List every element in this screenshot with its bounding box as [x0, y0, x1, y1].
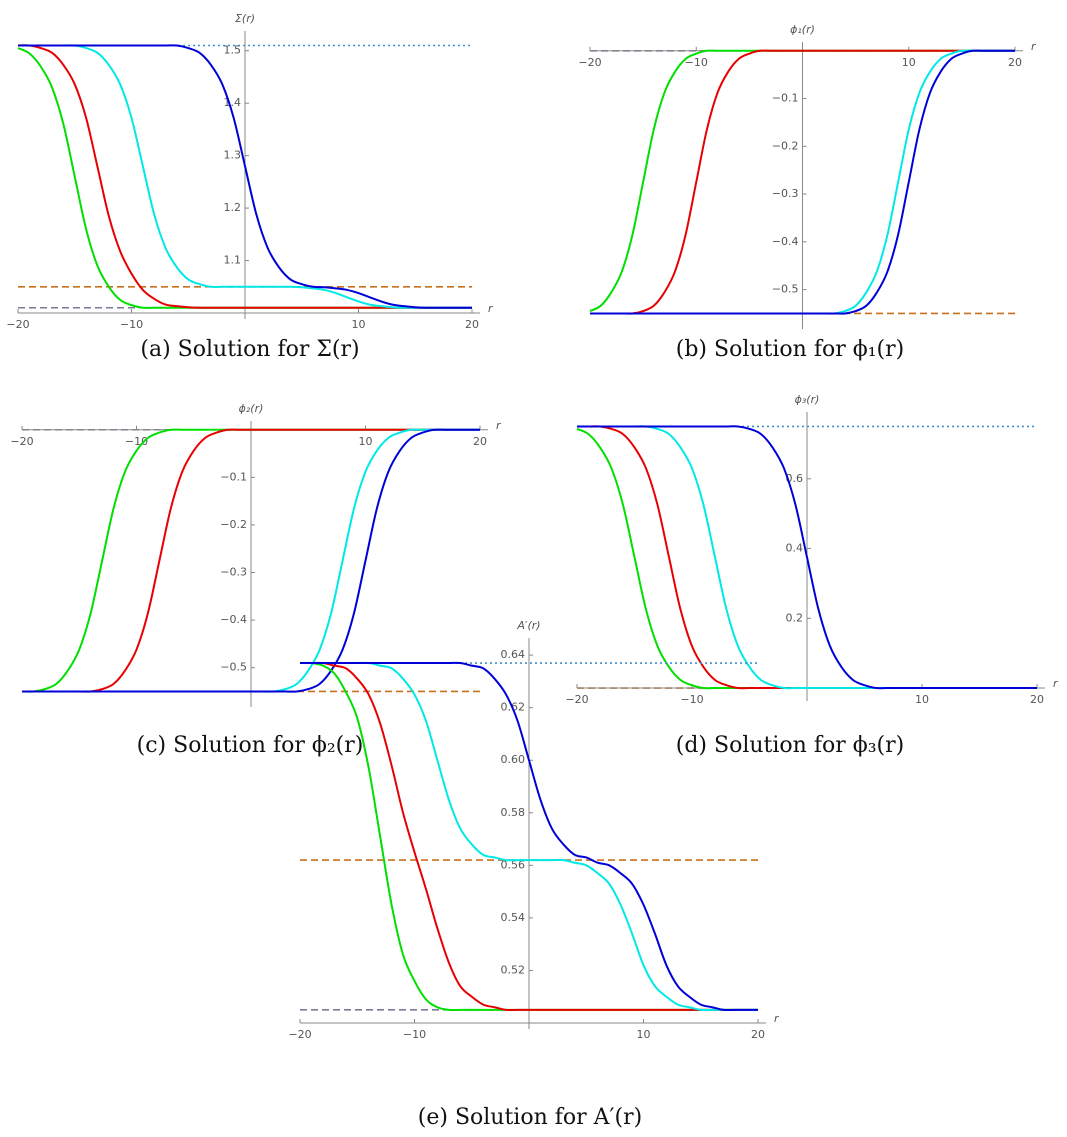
x-tick-label: 10: [902, 56, 916, 69]
x-axis-label: r: [496, 419, 502, 432]
y-tick-label: 1.4: [224, 96, 242, 109]
x-axis-label: r: [1053, 677, 1059, 690]
y-axis-label: ϕ₃(r): [795, 393, 820, 406]
caption: (e) Solution for A′(r): [418, 1105, 642, 1130]
y-tick-label: −0.1: [220, 470, 247, 483]
x-tick-label: −20: [578, 56, 601, 69]
x-tick-label: 20: [1008, 56, 1022, 69]
series-line: [17, 44, 472, 309]
y-tick-label: 1.3: [224, 149, 242, 162]
y-tick-label: 0.56: [501, 858, 526, 871]
series-line: [576, 425, 1037, 690]
y-tick-label: −0.5: [772, 283, 799, 296]
x-tick-label: −10: [120, 318, 143, 331]
y-tick-label: 0.64: [501, 648, 526, 661]
y-tick-label: 0.2: [786, 611, 804, 624]
y-tick-label: 0.58: [501, 806, 526, 819]
series-line: [21, 428, 480, 693]
y-tick-label: −0.5: [220, 661, 247, 674]
y-axis-label: ϕ₁(r): [790, 23, 815, 36]
series-line: [299, 661, 758, 1012]
y-tick-label: 0.6: [786, 472, 804, 485]
y-tick-label: −0.2: [220, 518, 247, 531]
series-line: [299, 661, 758, 1012]
series-line: [589, 49, 1015, 315]
x-tick-label: 20: [465, 318, 479, 331]
y-tick-label: 1.2: [224, 201, 242, 214]
caption: (b) Solution for ϕ₁(r): [676, 337, 904, 362]
x-tick-label: −10: [680, 693, 703, 706]
series-line: [299, 661, 758, 1012]
x-tick-label: 10: [915, 693, 929, 706]
x-tick-label: −20: [288, 1028, 311, 1041]
x-axis-label: r: [488, 302, 494, 315]
y-axis-label: ϕ₂(r): [239, 402, 264, 415]
caption: (d) Solution for ϕ₃(r): [676, 733, 904, 758]
y-axis-label: A′(r): [516, 619, 540, 632]
x-tick-label: 20: [473, 435, 487, 448]
x-axis-label: r: [1031, 40, 1037, 53]
y-tick-label: 0.60: [501, 753, 526, 766]
x-tick-label: 20: [1030, 693, 1044, 706]
x-tick-label: −10: [403, 1028, 426, 1041]
y-tick-label: 0.54: [501, 911, 526, 924]
x-tick-label: −20: [6, 318, 29, 331]
series-line: [17, 44, 472, 309]
y-tick-label: −0.4: [772, 235, 799, 248]
y-tick-label: 1.5: [224, 44, 242, 57]
x-tick-label: 10: [352, 318, 366, 331]
y-tick-label: −0.2: [772, 139, 799, 152]
y-axis-label: Σ(r): [235, 12, 255, 25]
x-tick-label: −10: [685, 56, 708, 69]
series-line: [21, 428, 480, 693]
x-tick-label: 10: [359, 435, 373, 448]
caption: (c) Solution for ϕ₂(r): [137, 733, 364, 758]
y-tick-label: −0.3: [772, 187, 799, 200]
y-tick-label: −0.3: [220, 566, 247, 579]
x-tick-label: −20: [10, 435, 33, 448]
x-axis-label: r: [774, 1012, 780, 1025]
series-line: [589, 49, 1015, 315]
y-tick-label: −0.4: [220, 613, 247, 626]
y-tick-label: 0.4: [786, 542, 804, 555]
y-tick-label: 0.52: [501, 963, 526, 976]
caption: (a) Solution for Σ(r): [140, 337, 359, 362]
x-tick-label: −20: [565, 693, 588, 706]
y-tick-label: −0.1: [772, 92, 799, 105]
y-tick-label: 1.1: [224, 254, 242, 267]
x-tick-label: 10: [637, 1028, 651, 1041]
x-tick-label: 20: [751, 1028, 765, 1041]
